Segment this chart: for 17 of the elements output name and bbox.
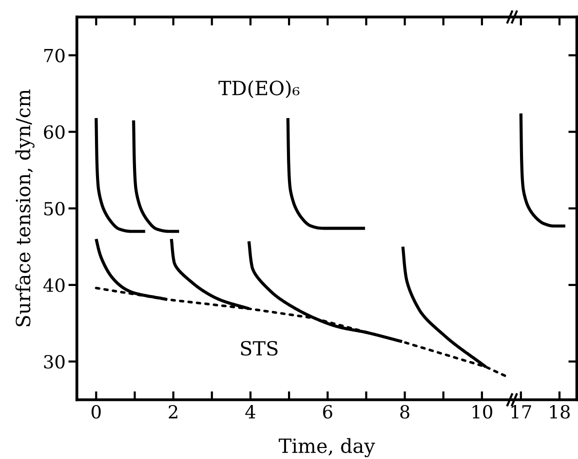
x-tick-label: 0 (92, 404, 101, 419)
y-tick-label: 30 (44, 354, 65, 369)
y-axis-title: Surface tension, dyn/cm (15, 89, 34, 326)
x-tick-label: 18 (550, 404, 570, 419)
annotation: STS (240, 340, 278, 356)
y-tick-label: 60 (44, 125, 65, 139)
x-tick-label: 4 (245, 404, 256, 418)
x-tick-label: 6 (323, 404, 332, 419)
y-tick-label: 50 (44, 202, 65, 216)
annotation: TD(EO)₆ (218, 80, 300, 98)
x-tick-label: 2 (168, 404, 178, 418)
x-axis-title: Time, day (278, 438, 376, 458)
x-tick-label: 10 (472, 404, 492, 419)
x-tick-label: 17 (512, 404, 532, 418)
x-tick-label: 8 (400, 404, 410, 419)
y-tick-label: 40 (43, 278, 65, 292)
y-tick-label: 70 (44, 48, 65, 62)
